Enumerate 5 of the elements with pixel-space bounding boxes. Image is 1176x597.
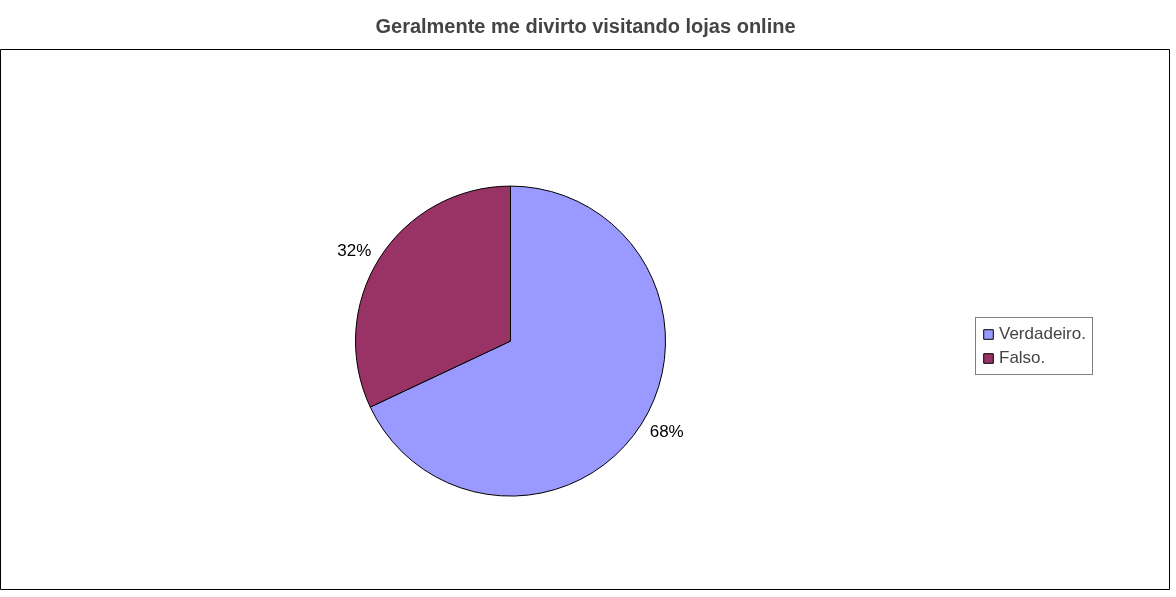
data-label: 32% bbox=[337, 240, 372, 260]
chart-title: Geralmente me divirto visitando lojas online bbox=[375, 15, 796, 37]
data-label: 68% bbox=[649, 422, 684, 442]
legend-label: Falso. bbox=[999, 348, 1046, 368]
legend-label: Verdadeiro. bbox=[999, 324, 1086, 344]
